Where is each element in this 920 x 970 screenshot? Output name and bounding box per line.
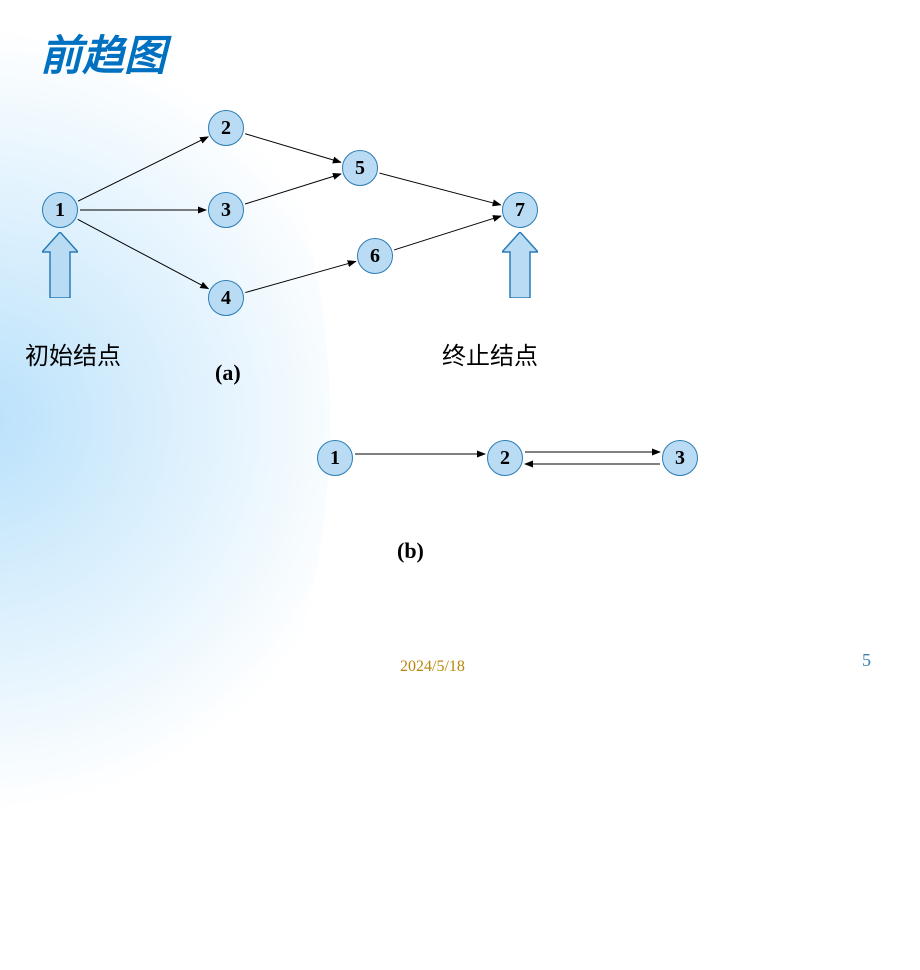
graph-node-b2: 2 [487, 440, 523, 476]
page-title: 前趋图 [40, 22, 166, 83]
edge-6-7 [394, 216, 501, 250]
diagram-b-label: (b) [397, 538, 424, 564]
indicator-arrow-icon [42, 232, 78, 298]
graph-node-6: 6 [357, 238, 393, 274]
indicator-label: 初始结点 [25, 336, 121, 371]
graph-node-1: 1 [42, 192, 78, 228]
diagram-a-label: (a) [215, 360, 241, 386]
indicator-label: 终止结点 [442, 336, 538, 371]
graph-node-b3: 3 [662, 440, 698, 476]
indicator-arrow-icon [502, 232, 538, 298]
graph-node-7: 7 [502, 192, 538, 228]
edge-5-7 [379, 173, 500, 205]
graph-node-b1: 1 [317, 440, 353, 476]
graph-node-4: 4 [208, 280, 244, 316]
graph-node-5: 5 [342, 150, 378, 186]
footer-page-number: 5 [862, 650, 871, 671]
graph-node-3: 3 [208, 192, 244, 228]
background-gradient [0, 0, 330, 970]
graph-node-2: 2 [208, 110, 244, 146]
footer-date: 2024/5/18 [400, 658, 465, 676]
